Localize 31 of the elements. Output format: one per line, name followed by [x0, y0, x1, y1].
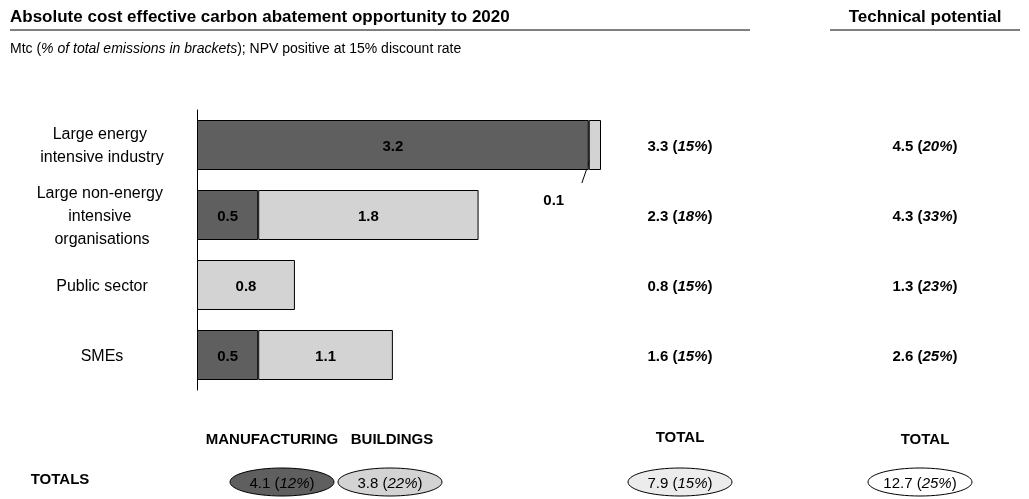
- data-label: 0.1: [543, 191, 565, 208]
- text: 3.3 (15%): [647, 136, 713, 154]
- text: 4.5 (20%): [892, 136, 958, 154]
- text: MANUFACTURING: [205, 429, 339, 447]
- text: 2.3 (18%): [647, 206, 713, 224]
- y-tick-label: Public sector: [56, 276, 149, 294]
- text: BUILDINGS: [350, 429, 434, 447]
- text: 4.3 (33%): [892, 206, 958, 224]
- data-label: 0.8: [235, 276, 257, 294]
- text: 1.3 (23%): [892, 276, 958, 294]
- data-label: 3.2: [382, 136, 404, 154]
- text: 3.8 (22%): [357, 473, 423, 491]
- text: TOTAL: [900, 429, 950, 447]
- data-label: 0.5: [217, 206, 239, 224]
- text: 12.7 (25%): [883, 473, 957, 491]
- text: Technical potential: [848, 6, 1002, 26]
- data-label: 1.8: [357, 206, 379, 224]
- chart-subtitle: Mtc (% of total emissions in brackets); NPV positive at 15% discount rate: [10, 40, 462, 56]
- data-label: 1.1: [315, 346, 336, 364]
- text: 1.6 (15%): [647, 346, 713, 364]
- data-label: 0.5: [217, 346, 239, 364]
- chart-title: Absolute cost effective carbon abatement opportunity to 2020: [10, 6, 510, 26]
- text: TOTALS: [30, 469, 90, 487]
- y-tick-label: Large energy intensive industry: [40, 125, 164, 165]
- text: 2.6 (25%): [892, 346, 958, 364]
- text: 0.8 (15%): [647, 276, 713, 294]
- text: TOTAL: [655, 427, 705, 445]
- text: 7.9 (15%): [647, 473, 713, 491]
- text: 4.1 (12%): [249, 473, 315, 491]
- y-tick-label: Large non-energy intensive organisations: [36, 183, 168, 247]
- y-tick-label: SMEs: [80, 346, 124, 364]
